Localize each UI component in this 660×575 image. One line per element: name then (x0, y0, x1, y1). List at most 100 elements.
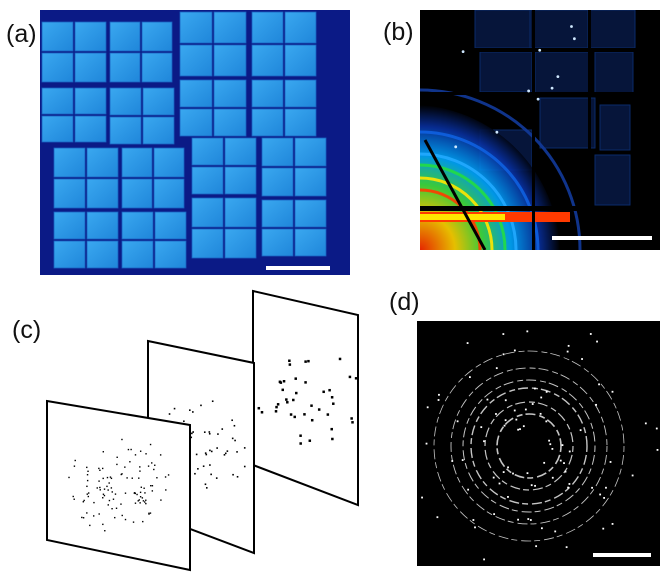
bragg-spot (524, 408, 527, 411)
panel-b-diffraction-image (420, 10, 660, 250)
detector-tile (294, 167, 327, 197)
detector-tile (154, 211, 187, 240)
spot (103, 488, 106, 490)
detector-tile (109, 87, 142, 116)
spot (82, 501, 85, 503)
bragg-spot (461, 459, 464, 461)
spot (304, 381, 307, 384)
spot (151, 485, 154, 487)
panel-label-d: (d) (389, 288, 420, 316)
detector-tile (153, 178, 185, 209)
spot (114, 493, 117, 495)
spot (154, 464, 156, 466)
bragg-spot (566, 350, 569, 353)
bragg-spot (421, 496, 423, 499)
bragg-spot (480, 426, 483, 429)
spot (221, 428, 224, 430)
detector-module (539, 97, 596, 149)
detector-tile (153, 147, 185, 178)
spot (140, 486, 143, 488)
bragg-spot (502, 333, 505, 335)
bragg-spot (522, 425, 525, 428)
detector-tile (53, 240, 86, 269)
bragg-spot (603, 497, 606, 499)
spot (281, 388, 284, 392)
detector-tile (179, 11, 213, 44)
bragg-spot (561, 444, 564, 447)
detector-tile (179, 44, 213, 77)
diffraction-ring (420, 130, 540, 250)
detector-tile (41, 52, 74, 83)
spot (151, 490, 154, 492)
bragg-spot (563, 462, 565, 464)
panel-c-image (46, 289, 359, 572)
detector-tile (53, 147, 86, 178)
detector-tile (294, 137, 327, 167)
bragg-spot (591, 486, 593, 489)
spot (116, 463, 118, 466)
spot (276, 403, 280, 406)
spot (126, 477, 128, 479)
spot (106, 485, 108, 488)
spot (304, 360, 307, 363)
spot (243, 447, 246, 449)
detector-tile (224, 197, 257, 228)
spot (224, 452, 227, 455)
bragg-spot (504, 419, 507, 422)
bragg-spot (611, 390, 614, 393)
spot (138, 499, 140, 501)
spot (131, 477, 133, 479)
detector-tile (191, 197, 224, 228)
bragg-spot (468, 376, 471, 379)
diffraction-ring (462, 379, 596, 513)
spot (111, 508, 113, 510)
spot (286, 401, 289, 404)
spot (86, 493, 88, 495)
spot (103, 494, 106, 497)
detector-tile (53, 178, 86, 209)
bragg-spot (598, 383, 600, 386)
spot (282, 379, 286, 383)
detector-tile (251, 11, 284, 44)
spot (86, 466, 88, 469)
spot (236, 475, 239, 478)
spot (73, 498, 75, 500)
spot (317, 408, 321, 411)
spot (332, 402, 335, 405)
spot (107, 489, 109, 491)
bragg-spot (631, 474, 634, 477)
spot (173, 407, 176, 410)
spot (232, 473, 234, 476)
detector-tile (213, 108, 247, 137)
spot (102, 451, 105, 453)
diffraction-ring (420, 152, 518, 250)
spot (231, 437, 234, 440)
spot (202, 465, 205, 468)
spot (98, 480, 100, 482)
bragg-spot (538, 48, 542, 52)
spot (86, 512, 88, 514)
spot (299, 434, 302, 437)
spot (98, 513, 100, 515)
spot (159, 454, 162, 456)
spot (101, 467, 104, 470)
spot (289, 413, 293, 416)
spot (192, 411, 194, 413)
spot (195, 453, 198, 456)
diffraction-ring (420, 176, 494, 250)
detector-tile (86, 147, 119, 178)
bragg-spot (535, 545, 538, 548)
bragg-spot (425, 442, 428, 445)
detector-tile (284, 108, 317, 137)
detector-tile (121, 240, 154, 269)
detector-tile (86, 178, 119, 209)
diffraction-ring (433, 350, 625, 542)
detector-module (479, 51, 533, 93)
bragg-spot (504, 399, 507, 402)
bragg-spot (579, 429, 582, 432)
bragg-spot (551, 448, 554, 450)
bragg-spot (595, 403, 598, 406)
spot (148, 513, 150, 515)
spot (72, 495, 74, 498)
bragg-spot (486, 398, 489, 401)
